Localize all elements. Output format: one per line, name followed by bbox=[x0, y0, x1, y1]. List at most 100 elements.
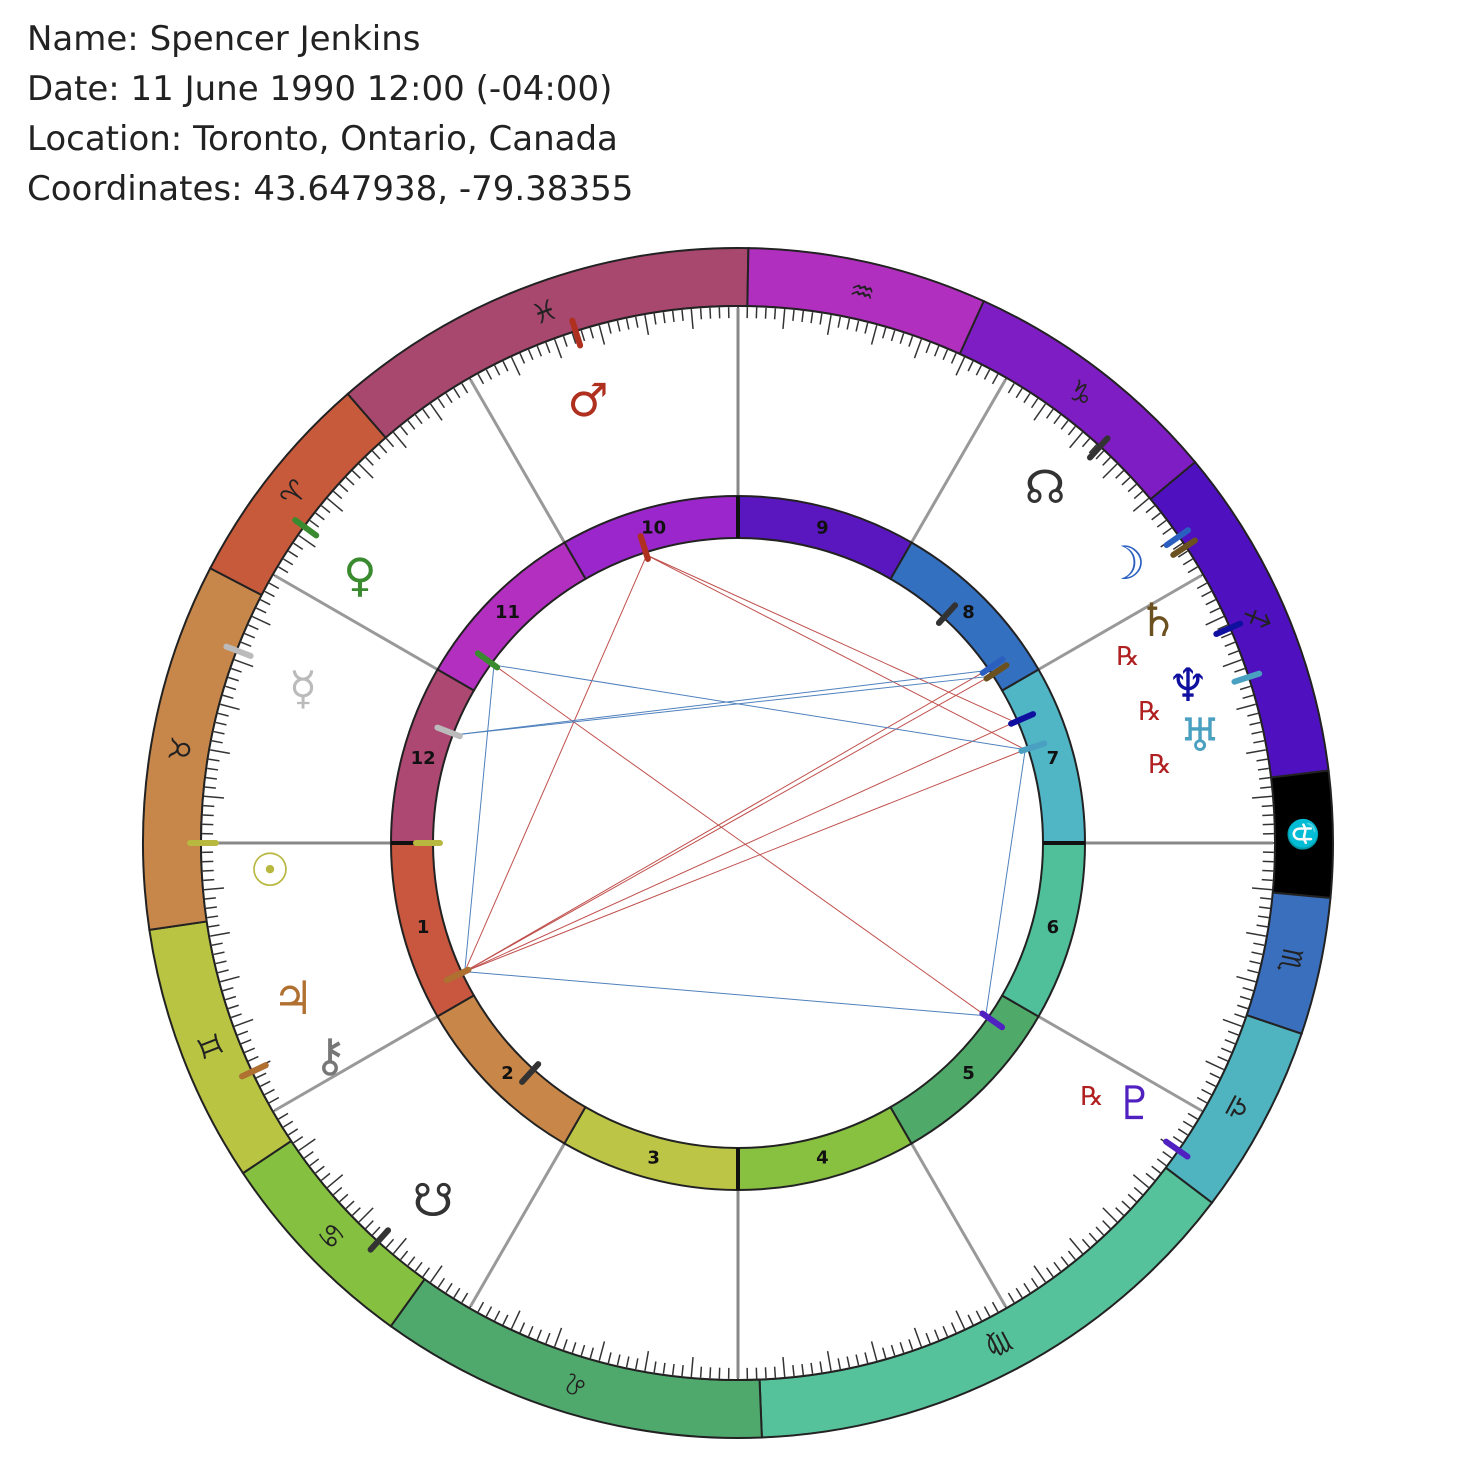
degree-tick bbox=[1246, 931, 1266, 937]
degree-tick bbox=[967, 1314, 974, 1326]
degree-tick bbox=[644, 1351, 650, 1371]
planet-glyph: ☊ bbox=[1025, 460, 1066, 514]
degree-tick bbox=[278, 566, 289, 574]
degree-tick bbox=[332, 490, 343, 500]
planet-marker bbox=[637, 533, 651, 562]
degree-tick bbox=[264, 590, 275, 598]
house-cusp-line bbox=[273, 1015, 439, 1112]
degree-tick bbox=[950, 353, 957, 364]
degree-tick bbox=[207, 915, 219, 919]
house-cusp-line bbox=[273, 574, 439, 671]
degree-tick bbox=[1015, 388, 1023, 399]
degree-tick bbox=[699, 308, 703, 320]
degree-tick bbox=[298, 1138, 316, 1152]
degree-tick bbox=[1227, 1030, 1239, 1036]
degree-tick bbox=[846, 318, 851, 330]
degree-tick bbox=[339, 483, 349, 493]
degree-tick bbox=[1239, 685, 1251, 691]
degree-tick bbox=[298, 534, 316, 548]
degree-tick bbox=[662, 1362, 666, 1374]
degree-tick bbox=[1162, 527, 1173, 536]
aspect-line bbox=[464, 554, 648, 972]
degree-tick bbox=[625, 318, 630, 330]
degree-tick bbox=[210, 931, 230, 937]
degree-tick bbox=[782, 1356, 786, 1378]
planet-marker bbox=[292, 517, 320, 539]
degree-tick bbox=[1258, 906, 1271, 910]
degree-tick bbox=[1246, 749, 1266, 755]
degree-tick bbox=[365, 1220, 374, 1230]
degree-tick bbox=[234, 658, 254, 668]
planet-marker bbox=[1231, 670, 1263, 685]
degree-tick bbox=[1182, 1120, 1193, 1128]
degree-tick bbox=[1260, 897, 1272, 900]
degree-tick bbox=[453, 1287, 461, 1298]
degree-tick bbox=[400, 425, 409, 436]
house-cusp-line bbox=[1037, 1015, 1203, 1112]
degree-tick bbox=[826, 1351, 832, 1371]
degree-tick bbox=[653, 1361, 657, 1373]
degree-tick bbox=[607, 322, 612, 334]
degree-tick bbox=[215, 721, 227, 726]
degree-tick bbox=[1251, 730, 1263, 735]
degree-tick bbox=[870, 325, 878, 345]
degree-tick bbox=[230, 667, 242, 673]
house-cusp-line bbox=[469, 1142, 566, 1308]
planet-marker bbox=[434, 724, 463, 740]
house-number: 10 bbox=[641, 518, 666, 539]
degree-tick bbox=[925, 342, 931, 354]
degree-tick bbox=[392, 1237, 407, 1255]
degree-tick bbox=[571, 1342, 577, 1353]
degree-tick bbox=[1053, 414, 1062, 425]
degree-tick bbox=[1067, 425, 1076, 436]
degree-tick bbox=[222, 694, 234, 700]
degree-tick bbox=[358, 1207, 374, 1223]
degree-tick bbox=[1236, 703, 1256, 711]
planet-glyph: ♄ bbox=[1137, 593, 1178, 647]
sign-glyph: ♉ bbox=[162, 734, 199, 764]
house-number: 7 bbox=[1047, 748, 1060, 769]
planet-glyph: ☿ bbox=[289, 661, 317, 715]
degree-tick bbox=[709, 1367, 712, 1379]
degree-tick bbox=[1177, 550, 1188, 558]
degree-tick bbox=[1023, 393, 1031, 404]
degree-tick bbox=[477, 1301, 485, 1313]
degree-tick bbox=[222, 986, 234, 992]
aspect-line bbox=[464, 721, 1015, 973]
retrograde-mark: ℞ bbox=[1148, 750, 1171, 780]
degree-tick bbox=[870, 1341, 878, 1361]
degree-tick bbox=[332, 1186, 343, 1196]
sign-glyph: ⛎ bbox=[1286, 817, 1320, 852]
degree-tick bbox=[1260, 786, 1272, 789]
degree-tick bbox=[864, 322, 869, 334]
degree-tick bbox=[414, 414, 423, 425]
degree-tick bbox=[217, 712, 229, 717]
degree-tick bbox=[207, 767, 219, 771]
degree-tick bbox=[950, 1322, 957, 1333]
degree-tick bbox=[210, 749, 230, 755]
degree-tick bbox=[1102, 1220, 1111, 1230]
degree-tick bbox=[1258, 776, 1271, 780]
planet-glyph: ♇ bbox=[1114, 1076, 1155, 1130]
degree-tick bbox=[1220, 1047, 1232, 1054]
degree-tick bbox=[1127, 1193, 1137, 1203]
degree-tick bbox=[268, 582, 280, 590]
degree-tick bbox=[589, 1347, 595, 1359]
degree-tick bbox=[690, 308, 694, 330]
planet-marker bbox=[223, 643, 254, 659]
header-location: Location: Toronto, Ontario, Canada bbox=[27, 119, 618, 159]
degree-tick bbox=[1172, 542, 1183, 551]
degree-tick bbox=[502, 360, 509, 372]
degree-tick bbox=[671, 310, 675, 323]
degree-tick bbox=[228, 676, 239, 682]
degree-tick bbox=[681, 1365, 684, 1377]
degree-tick bbox=[1217, 624, 1228, 631]
degree-tick bbox=[255, 607, 267, 614]
degree-tick bbox=[371, 450, 381, 460]
degree-tick bbox=[782, 308, 786, 330]
degree-tick bbox=[326, 497, 344, 512]
degree-tick bbox=[545, 342, 551, 354]
degree-tick bbox=[925, 1332, 931, 1344]
house-cusp-line bbox=[910, 1142, 1007, 1308]
